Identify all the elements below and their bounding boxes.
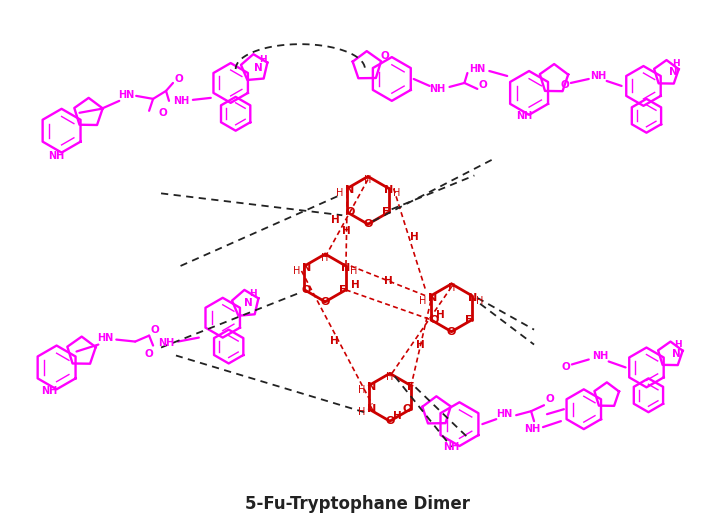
Text: H: H	[410, 232, 419, 242]
Text: 5-Fu-Tryptophane Dimer: 5-Fu-Tryptophane Dimer	[245, 495, 470, 513]
Text: NH: NH	[593, 351, 609, 361]
Text: O: O	[363, 219, 373, 229]
Text: NH: NH	[591, 71, 607, 81]
Text: H: H	[330, 336, 339, 346]
Text: O: O	[561, 80, 569, 90]
Text: H: H	[293, 266, 300, 276]
Text: O: O	[546, 394, 554, 404]
Text: N: N	[468, 293, 477, 303]
Text: NH: NH	[516, 111, 532, 121]
Text: N: N	[367, 382, 376, 392]
Text: H: H	[342, 226, 351, 236]
Text: H: H	[419, 296, 427, 306]
Text: HN: HN	[469, 64, 485, 74]
Text: F: F	[339, 285, 347, 295]
Text: O: O	[302, 285, 311, 295]
Text: O: O	[159, 108, 167, 118]
Text: O: O	[385, 416, 395, 426]
Text: HN: HN	[97, 333, 114, 343]
Text: NH: NH	[49, 151, 65, 161]
Text: H: H	[335, 188, 343, 198]
Text: N: N	[341, 263, 350, 273]
Text: H: H	[673, 59, 680, 67]
Text: NH: NH	[430, 84, 445, 94]
Text: H: H	[322, 253, 329, 263]
Text: F: F	[465, 315, 473, 325]
Text: N: N	[672, 348, 681, 358]
Text: O: O	[403, 404, 413, 414]
Text: H: H	[351, 280, 360, 290]
Text: H: H	[674, 340, 682, 349]
Text: O: O	[479, 80, 488, 90]
Text: N: N	[245, 298, 253, 308]
Text: O: O	[174, 74, 183, 84]
Text: H: H	[249, 289, 257, 298]
Text: H: H	[358, 385, 365, 395]
Text: H: H	[384, 276, 393, 286]
Text: H: H	[364, 175, 372, 186]
Text: H: H	[448, 283, 455, 293]
Text: H: H	[386, 372, 393, 382]
Text: H: H	[393, 188, 400, 198]
Text: N: N	[428, 293, 438, 303]
Text: H: H	[350, 266, 358, 276]
Text: O: O	[380, 51, 389, 61]
Text: O: O	[561, 362, 571, 372]
Text: N: N	[384, 185, 393, 196]
Text: N: N	[669, 67, 678, 77]
Text: O: O	[320, 297, 330, 307]
Text: HN: HN	[496, 409, 513, 419]
Text: H: H	[393, 411, 402, 421]
Text: NH: NH	[524, 424, 541, 434]
Text: O: O	[151, 325, 159, 335]
Text: NH: NH	[173, 96, 189, 106]
Text: O: O	[144, 348, 154, 358]
Text: O: O	[345, 207, 355, 217]
Text: HN: HN	[118, 90, 134, 100]
Text: O: O	[447, 327, 456, 337]
Text: N: N	[302, 263, 311, 273]
Text: F: F	[407, 382, 414, 392]
Text: H: H	[358, 407, 365, 417]
Text: N: N	[345, 185, 354, 196]
Text: N: N	[367, 404, 376, 414]
Text: N: N	[254, 63, 263, 73]
Text: NH: NH	[158, 337, 174, 348]
Text: H: H	[476, 296, 484, 306]
Text: NH: NH	[443, 442, 460, 452]
Text: H: H	[436, 310, 445, 320]
Text: H: H	[416, 339, 425, 349]
Text: O: O	[429, 315, 438, 325]
Text: H: H	[259, 54, 266, 64]
Text: NH: NH	[41, 386, 58, 396]
Text: F: F	[382, 207, 390, 217]
Text: H: H	[331, 215, 340, 225]
